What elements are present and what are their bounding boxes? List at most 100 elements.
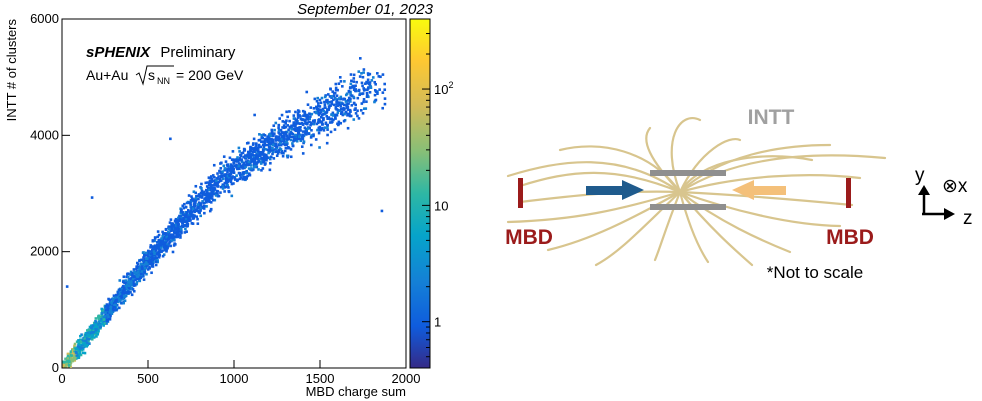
histogram-cell (185, 225, 189, 228)
histogram-cell (155, 243, 159, 247)
histogram-cell (272, 134, 275, 138)
histogram-cell (297, 110, 301, 113)
histogram-cell (173, 226, 177, 229)
histogram-cell (305, 113, 309, 117)
histogram-cell (321, 118, 325, 122)
histogram-cell (219, 179, 223, 182)
histogram-cell (196, 217, 199, 221)
histogram-cell (83, 351, 87, 355)
histogram-cell (280, 131, 284, 134)
histogram-cell (274, 137, 278, 141)
histogram-cell (299, 139, 303, 143)
histogram-cell (301, 133, 305, 137)
histogram-cell (354, 107, 357, 110)
histogram-cell (361, 75, 365, 79)
histogram-cell (284, 125, 288, 129)
histogram-cell (299, 117, 303, 121)
histogram-cell (353, 108, 356, 112)
histogram-cell (271, 146, 274, 150)
histogram-cell (125, 291, 129, 294)
histogram-cell (355, 80, 358, 84)
histogram-cell (317, 104, 320, 108)
histogram-cell (75, 340, 79, 344)
histogram-cell (66, 352, 70, 356)
histogram-cell (76, 345, 80, 349)
histogram-cell (203, 197, 206, 201)
histogram-cell (62, 365, 64, 368)
histogram-cell (247, 172, 251, 175)
histogram-cell (247, 160, 251, 164)
histogram-cell (241, 171, 245, 174)
histogram-cell (346, 108, 350, 111)
histogram-cell (267, 149, 271, 153)
histogram-cell (191, 222, 195, 225)
histogram-cell (161, 254, 165, 258)
histogram-cell (229, 179, 233, 182)
histogram-cell (167, 230, 170, 234)
histogram-cell (225, 163, 229, 167)
histogram-cell (361, 84, 364, 88)
histogram-cell (209, 175, 213, 178)
y-arrow-head (918, 185, 930, 195)
histogram-cell (104, 321, 108, 324)
histogram-cell (205, 196, 209, 200)
histogram-cell (122, 275, 126, 279)
histogram-cell (350, 79, 353, 83)
x-axis-label: MBD charge sum (306, 384, 406, 399)
histogram-cell (242, 155, 246, 159)
histogram-cell (333, 115, 337, 119)
histogram-cell (232, 182, 235, 185)
histogram-cell (313, 97, 317, 101)
histogram-cell (102, 324, 105, 327)
histogram-cell (250, 148, 253, 151)
histogram-cell (133, 270, 136, 274)
histogram-cell (196, 222, 200, 225)
histogram-cell (167, 226, 170, 229)
histogram-cell (173, 235, 177, 238)
histogram-cell (262, 145, 266, 149)
histogram-cell (125, 283, 129, 287)
histogram-cell (376, 72, 379, 75)
intt-bottom-bar (650, 204, 726, 210)
histogram-cell (248, 173, 252, 177)
histogram-cell (250, 164, 253, 167)
histogram-cell (149, 244, 153, 247)
histogram-cell (121, 288, 125, 291)
histogram-cell (150, 255, 153, 259)
histogram-cell (217, 180, 220, 184)
histogram-cell (212, 163, 216, 167)
histogram-cell (296, 116, 300, 119)
histogram-cell (378, 88, 381, 91)
histogram-cell (155, 252, 158, 256)
histogram-cell (242, 161, 246, 165)
histogram-cell (87, 334, 91, 337)
histogram-cell (247, 167, 251, 170)
histogram-cell (232, 162, 236, 165)
histogram-cell (170, 225, 174, 228)
histogram-cell (306, 115, 310, 118)
histogram-cell (72, 355, 76, 359)
histogram-cell (156, 246, 159, 250)
histogram-cell (169, 236, 172, 239)
y-axis-label: INTT # of clusters (4, 19, 19, 122)
histogram-cell (352, 77, 356, 80)
histogram-cell (346, 126, 350, 130)
energy-symbol: s (148, 67, 155, 83)
histogram-cell (231, 158, 234, 161)
histogram-cell (219, 185, 223, 189)
histogram-cell (254, 146, 257, 149)
y-tick-label: 4000 (30, 127, 59, 142)
histogram-cell (73, 342, 77, 346)
histogram-cell (261, 159, 264, 162)
histogram-cell (325, 114, 328, 118)
histogram-cell (348, 108, 352, 112)
histogram-cell (226, 165, 229, 168)
histogram-cell (286, 115, 289, 119)
histogram-cell (308, 120, 311, 124)
histogram-cell (162, 232, 166, 236)
histogram-cell (148, 256, 151, 260)
histogram-cell (271, 150, 275, 154)
histogram-cell (282, 126, 286, 130)
histogram-cell (92, 336, 96, 339)
histogram-cell (240, 159, 243, 162)
